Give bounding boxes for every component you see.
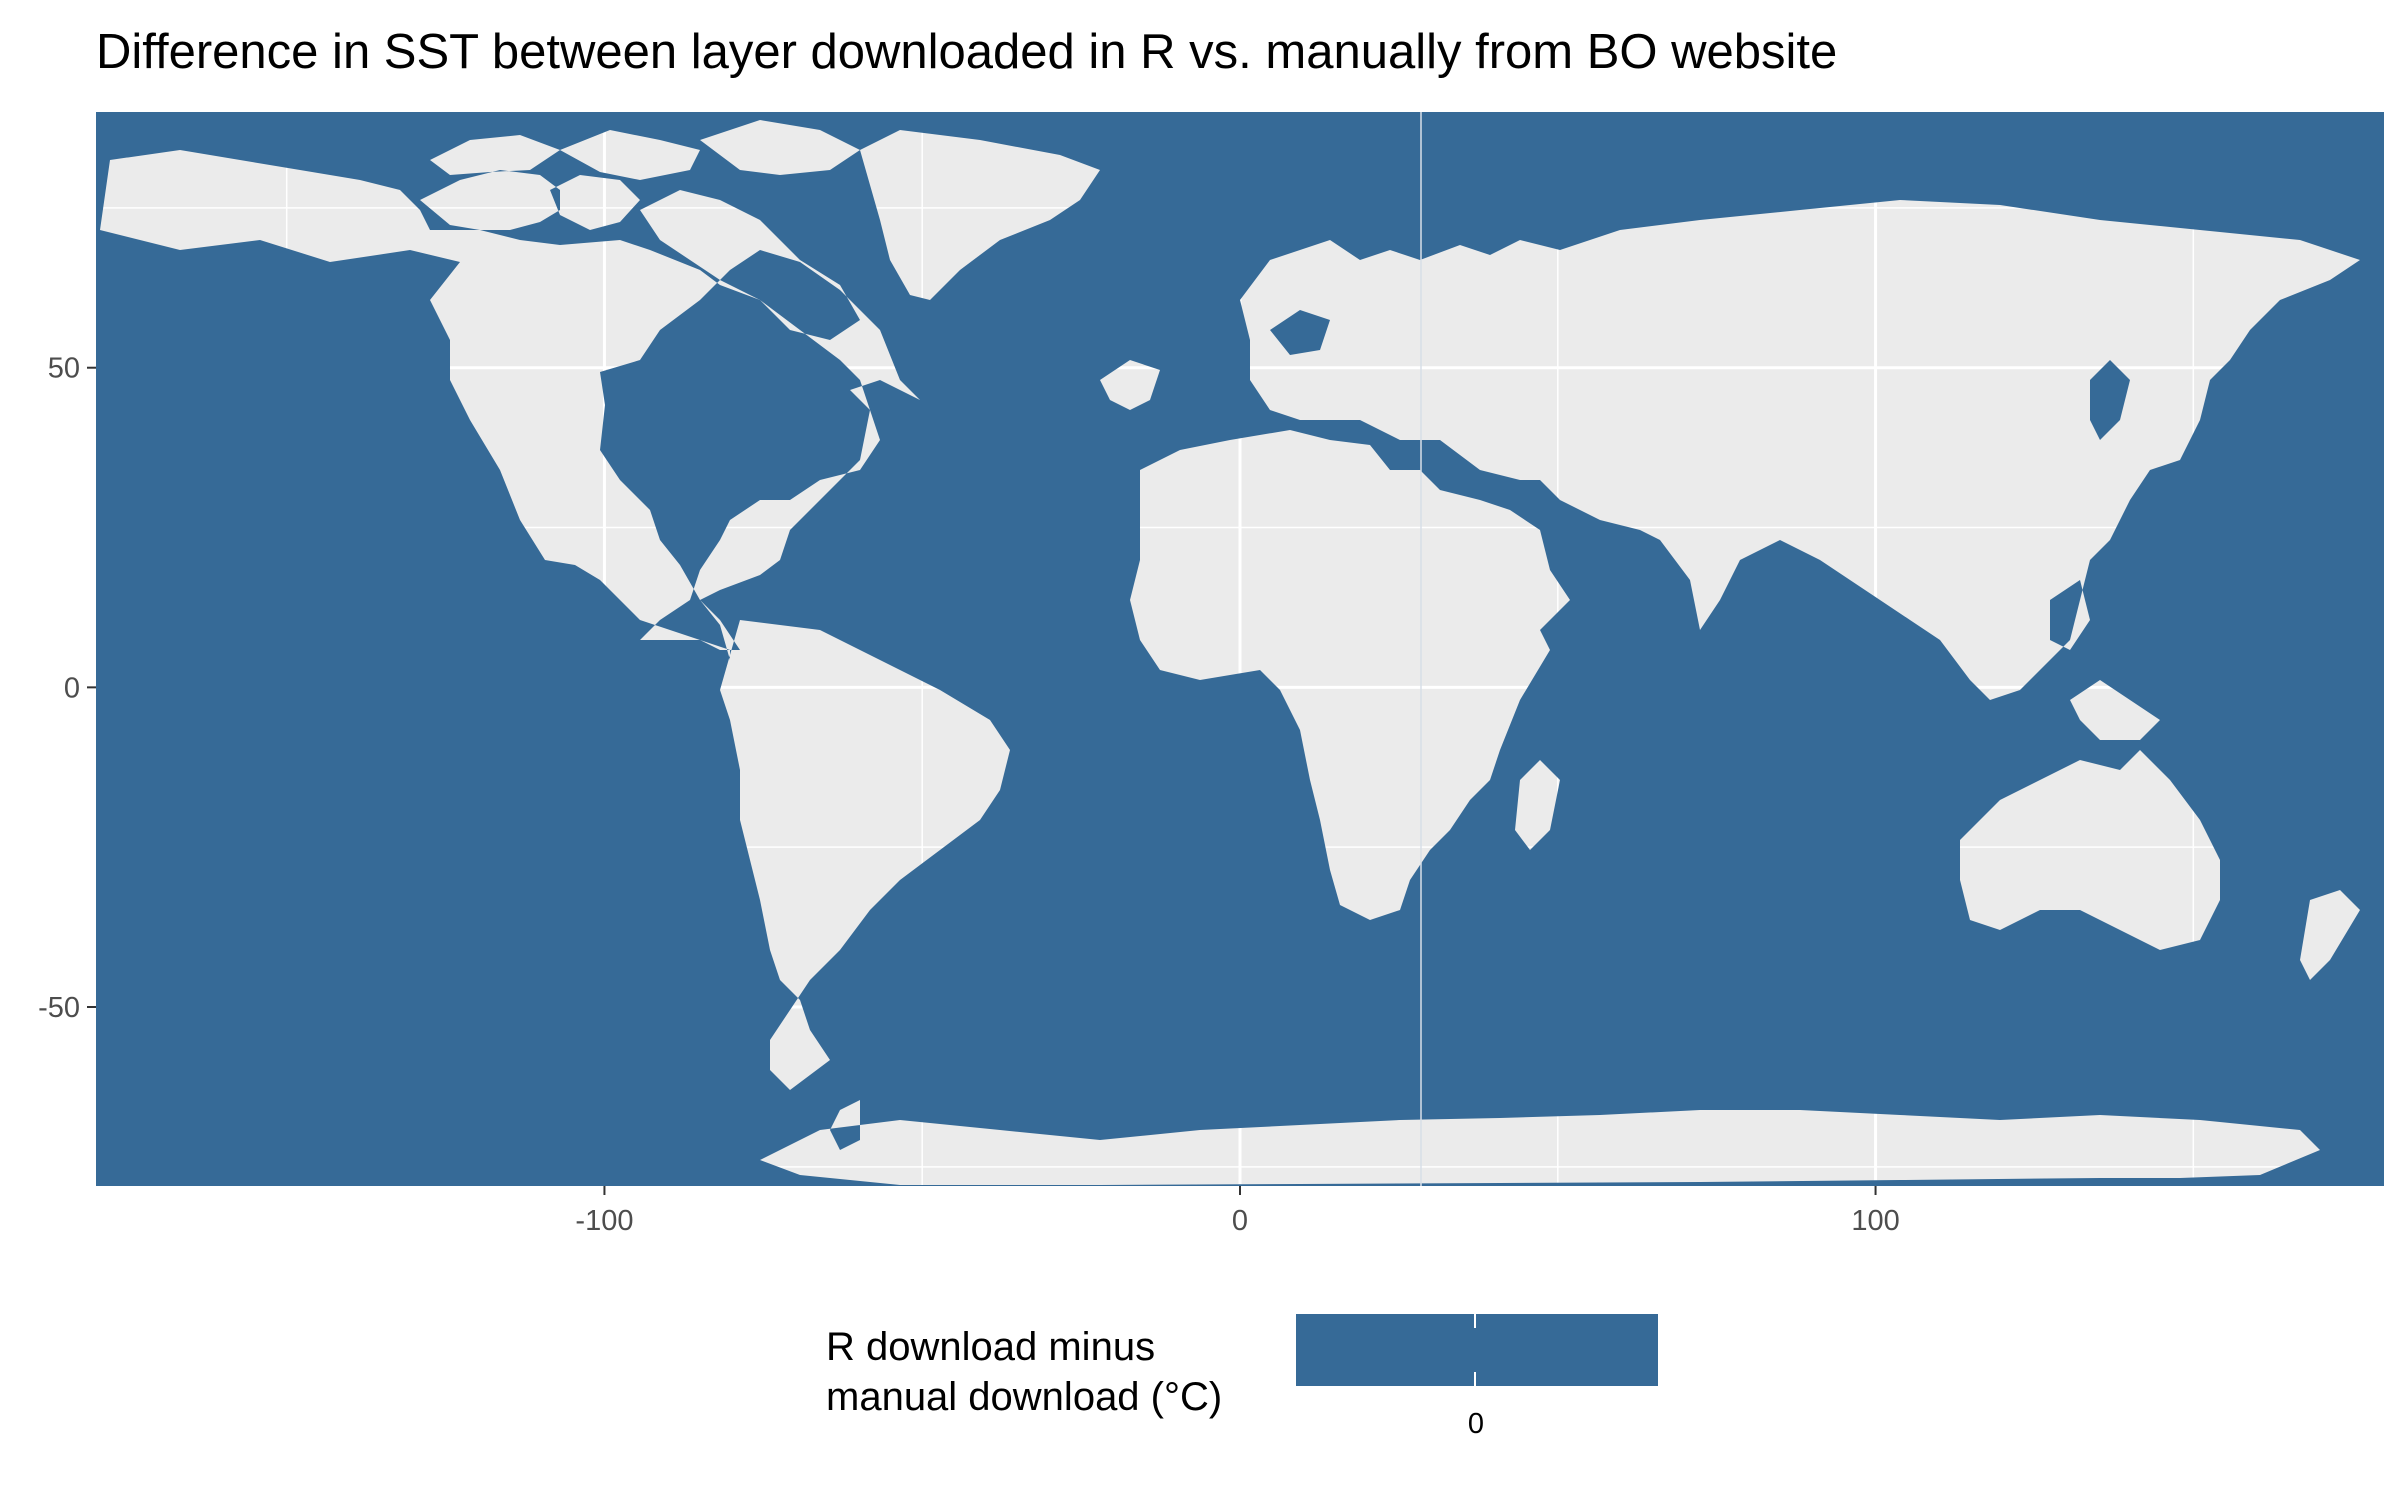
page-title: Difference in SST between layer download… xyxy=(96,25,1838,79)
y-tick-label: -50 xyxy=(38,992,80,1024)
legend-tick-bottom xyxy=(1474,1372,1476,1386)
legend-colorbar xyxy=(1296,1314,1658,1386)
x-tick-label: -100 xyxy=(575,1205,633,1237)
ocean-raster xyxy=(96,112,2384,1186)
y-tick-label: 50 xyxy=(48,353,80,385)
ocean-layer xyxy=(96,112,2384,1186)
x-axis: -100 0 100 xyxy=(575,1186,1900,1237)
legend-tick-top xyxy=(1474,1314,1476,1328)
y-axis: -50 0 50 xyxy=(38,353,96,1024)
x-tick-label: 100 xyxy=(1851,1205,1899,1237)
y-tick-label: 0 xyxy=(64,672,80,704)
x-tick-label: 0 xyxy=(1232,1205,1248,1237)
legend-title: R download minus manual download (°C) xyxy=(826,1325,1223,1419)
legend-break-label: 0 xyxy=(1467,1408,1485,1440)
